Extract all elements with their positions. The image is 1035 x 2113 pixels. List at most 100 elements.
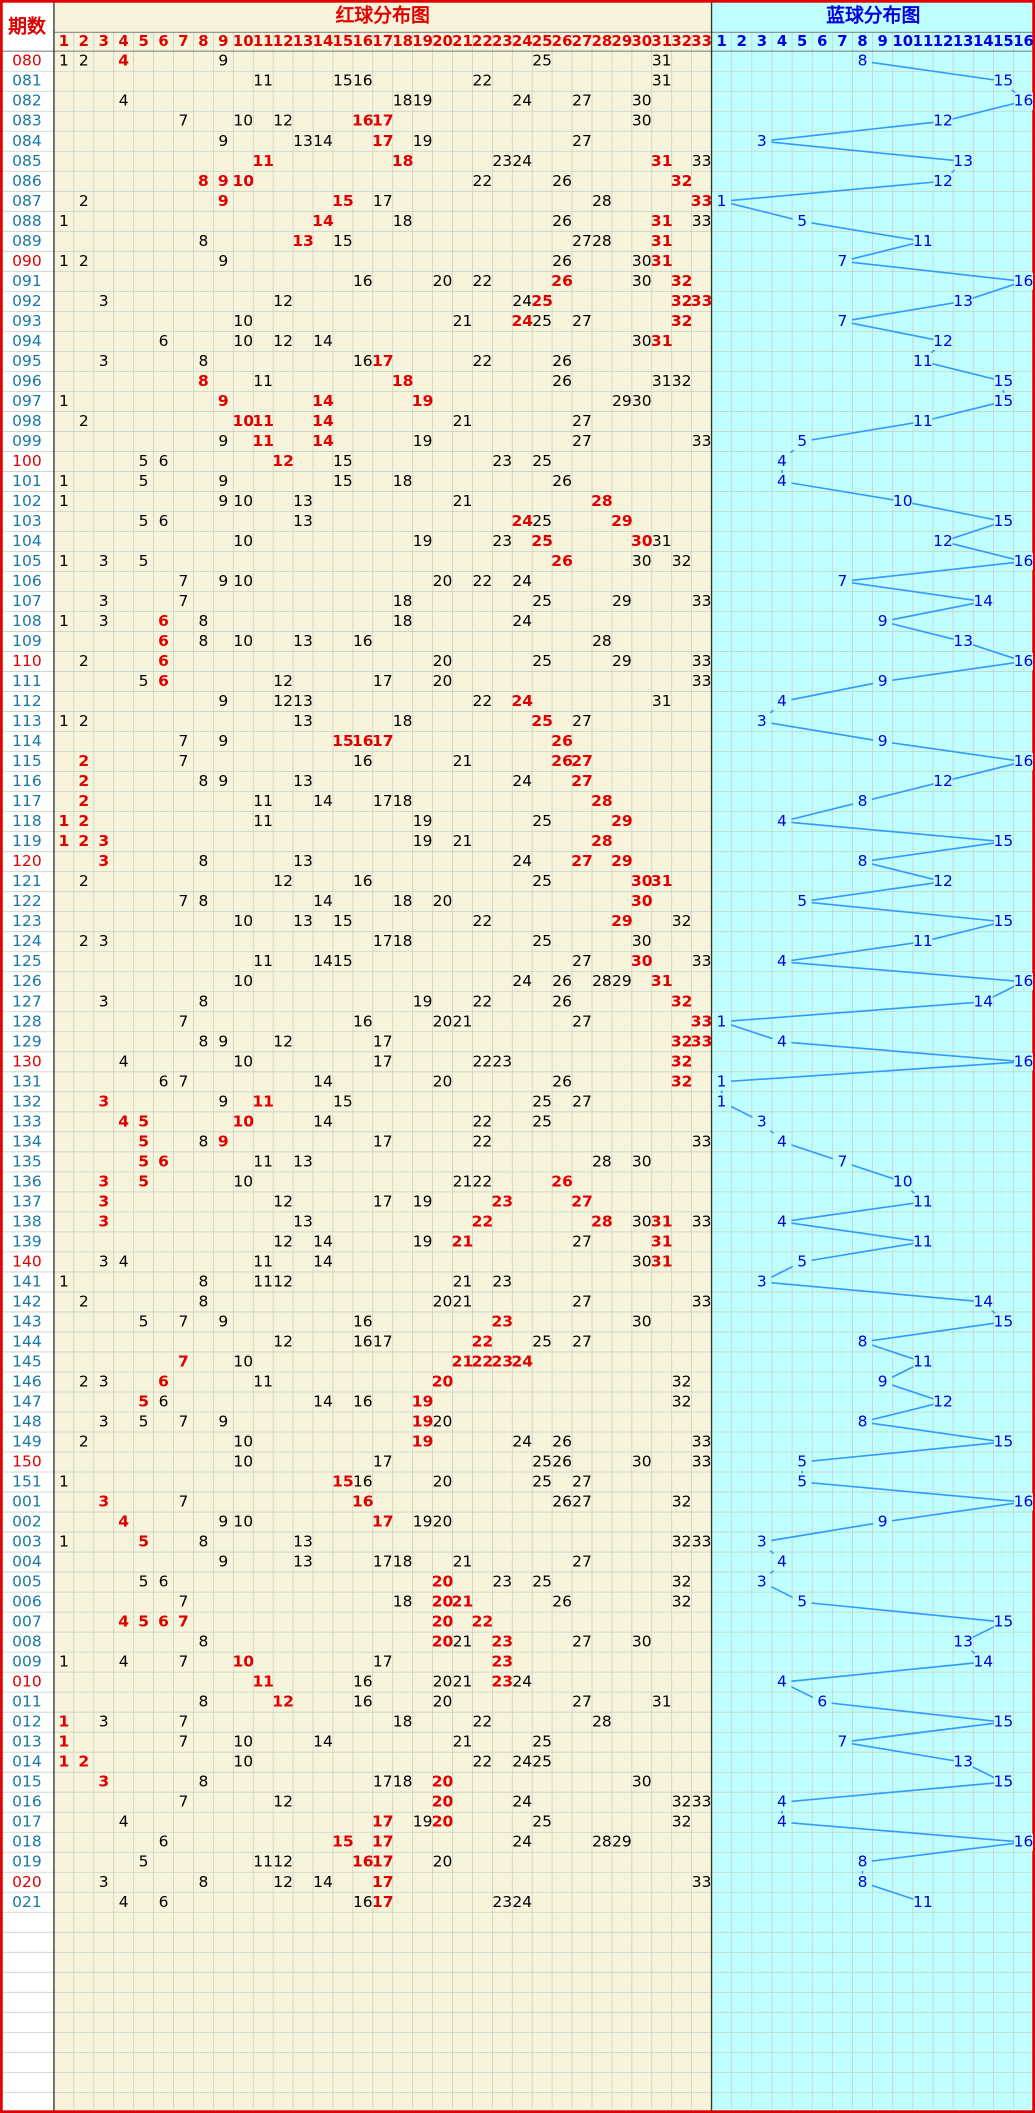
blue-ball-bg — [772, 1133, 792, 1151]
red-ball: 22 — [473, 1172, 493, 1190]
red-ball: 8 — [198, 172, 209, 190]
red-ball: 19 — [413, 1513, 433, 1531]
red-ball: 18 — [393, 1593, 413, 1611]
blue-ball-bg — [772, 692, 792, 711]
red-ball: 30 — [632, 1312, 652, 1330]
blue-ball: 16 — [1014, 552, 1034, 570]
period: 086 — [12, 172, 42, 190]
red-ball: 22 — [473, 172, 493, 190]
blue-ball: 7 — [837, 312, 847, 330]
blue-column-number: 15 — [993, 33, 1014, 50]
red-ball: 25 — [532, 1092, 552, 1110]
blue-ball: 14 — [973, 1653, 993, 1671]
red-ball: 2 — [79, 932, 89, 950]
red-ball: 19 — [412, 1412, 434, 1430]
red-ball: 9 — [218, 172, 229, 190]
red-ball: 1 — [59, 612, 69, 630]
blue-ball-bg — [913, 933, 933, 951]
blue-ball: 13 — [953, 292, 973, 310]
blue-ball-bg — [712, 192, 732, 210]
red-ball: 16 — [353, 1673, 373, 1691]
blue-ball: 9 — [878, 1513, 888, 1531]
red-ball: 31 — [652, 372, 672, 390]
red-ball: 20 — [433, 1292, 453, 1310]
red-ball: 20 — [433, 1853, 453, 1871]
period: 122 — [12, 892, 42, 910]
blue-ball: 3 — [757, 1533, 767, 1551]
red-ball: 30 — [632, 332, 652, 350]
blue-ball: 5 — [797, 1252, 807, 1270]
red-ball: 2 — [78, 792, 89, 810]
red-ball: 13 — [293, 852, 313, 870]
red-ball: 7 — [179, 732, 189, 750]
red-ball: 26 — [551, 272, 573, 290]
blue-column-number: 7 — [837, 33, 847, 50]
period: 132 — [12, 1092, 42, 1110]
blue-ball: 9 — [878, 612, 888, 630]
blue-ball-bg — [994, 1773, 1013, 1791]
red-ball: 19 — [413, 1813, 433, 1831]
red-ball: 33 — [692, 1793, 712, 1811]
period: 010 — [12, 1673, 42, 1691]
red-ball: 24 — [512, 572, 532, 590]
red-ball: 9 — [218, 192, 229, 210]
red-ball: 13 — [293, 712, 313, 730]
red-ball: 17 — [373, 932, 393, 950]
blue-ball-bg — [953, 292, 973, 311]
red-ball: 1 — [59, 212, 69, 230]
red-ball: 12 — [273, 1272, 293, 1290]
blue-ball-bg — [994, 1713, 1013, 1731]
red-ball: 12 — [273, 1873, 293, 1891]
period: 091 — [12, 272, 42, 290]
blue-ball: 13 — [953, 632, 973, 650]
red-ball: 13 — [293, 512, 313, 530]
red-ball: 28 — [592, 1833, 612, 1851]
period: 120 — [12, 852, 42, 870]
period: 113 — [12, 712, 42, 730]
blue-ball: 4 — [777, 692, 787, 710]
red-ball: 24 — [512, 1793, 532, 1811]
red-ball: 26 — [551, 1172, 573, 1190]
red-ball: 2 — [79, 1433, 89, 1451]
blue-ball: 12 — [933, 532, 953, 550]
red-ball: 17 — [373, 192, 393, 210]
red-ball: 2 — [79, 52, 89, 70]
period: 001 — [12, 1493, 42, 1511]
red-ball: 32 — [672, 1533, 692, 1551]
red-ball: 30 — [632, 1633, 652, 1651]
red-ball: 24 — [511, 512, 533, 530]
red-ball: 2 — [78, 812, 89, 830]
red-ball: 20 — [433, 1473, 453, 1491]
red-ball: 16 — [353, 72, 373, 90]
period: 020 — [12, 1873, 42, 1891]
blue-ball-bg — [933, 332, 953, 351]
red-ball: 7 — [179, 1593, 189, 1611]
period: 094 — [12, 332, 42, 350]
red-ball: 32 — [672, 1493, 692, 1511]
red-ball: 20 — [432, 1633, 454, 1651]
red-ball: 22 — [473, 912, 493, 930]
blue-ball-bg — [933, 172, 953, 190]
red-ball: 33 — [691, 192, 713, 210]
period: 006 — [12, 1593, 42, 1611]
period: 013 — [12, 1733, 42, 1751]
red-ball: 16 — [353, 1392, 373, 1410]
red-ball: 22 — [473, 572, 493, 590]
blue-ball-bg — [1014, 92, 1033, 110]
period: 147 — [12, 1392, 42, 1410]
blue-ball: 10 — [893, 1172, 913, 1190]
red-ball: 31 — [652, 52, 672, 70]
period: 087 — [12, 192, 42, 210]
red-ball: 31 — [652, 692, 672, 710]
blue-ball-bg — [913, 352, 933, 371]
red-ball: 5 — [139, 672, 149, 690]
blue-ball-bg — [853, 792, 872, 811]
red-ball: 28 — [591, 1212, 613, 1230]
red-ball: 14 — [312, 412, 334, 430]
red-ball: 13 — [293, 132, 313, 150]
red-ball: 27 — [572, 1292, 592, 1310]
blue-ball-bg — [712, 1073, 732, 1091]
red-ball: 3 — [99, 1713, 109, 1731]
period: 092 — [12, 292, 42, 310]
